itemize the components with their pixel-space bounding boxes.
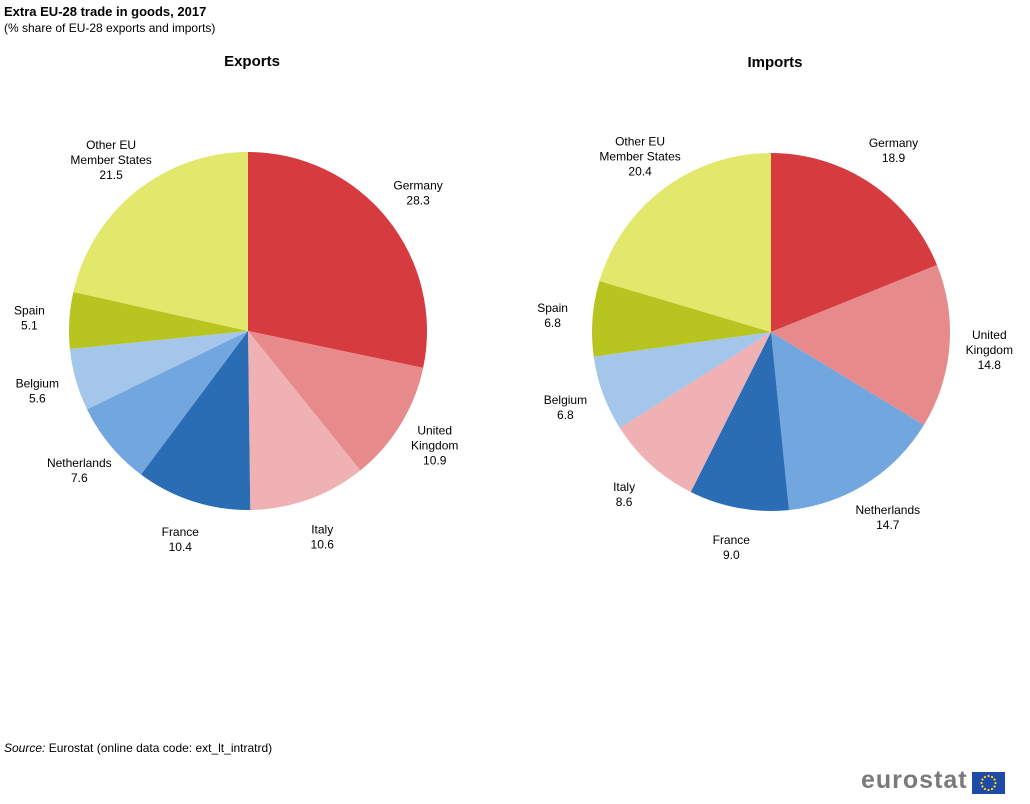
eu-flag-icon	[971, 771, 1005, 794]
exports-label-other-eu-member-states: Other EU Member States 21.5	[70, 138, 151, 182]
source-text: Eurostat (online data code: ext_lt_intra…	[48, 741, 273, 755]
imports-pie: Imports Germany 18.9 United Kingdom 14.8 Nethe…	[537, 54, 1013, 562]
imports-pie-title: Imports	[747, 54, 802, 71]
exports-label-united-kingdom: United Kingdom 10.9	[411, 423, 458, 467]
exports-label-italy: Italy 10.6	[311, 523, 335, 552]
exports-slice-belgium	[69, 331, 249, 410]
imports-slice-italy	[619, 332, 771, 492]
exports-slice-germany	[248, 151, 428, 368]
exports-slice-italy	[248, 331, 361, 510]
exports-label-germany: Germany 28.3	[393, 179, 442, 208]
imports-slice-united-kingdom	[771, 265, 951, 426]
exports-pie-title: Exports	[224, 53, 280, 70]
imports-slice-spain	[592, 280, 771, 357]
imports-label-spain: Spain 6.8	[537, 301, 568, 330]
source-label: Source:	[4, 741, 46, 755]
logo-wordmark: eurostat	[861, 766, 968, 794]
exports-label-belgium: Belgium 5.6	[16, 376, 59, 405]
exports-slice-spain	[68, 291, 248, 349]
imports-slice-netherlands	[771, 332, 924, 511]
imports-label-united-kingdom: United Kingdom 14.8	[966, 328, 1013, 372]
source-note: Source: Eurostat (online data code: ext_…	[4, 741, 272, 755]
exports-label-spain: Spain 5.1	[14, 303, 45, 332]
exports-pie: Exports Germany 28.3 United Kingdom 10.9 Italy…	[14, 53, 458, 554]
chart-title: Extra EU-28 trade in goods, 2017	[4, 4, 207, 19]
eurostat-logo: eurostat	[861, 766, 1005, 795]
exports-slice-united-kingdom	[248, 331, 424, 471]
exports-slice-other-eu-member-states	[73, 152, 248, 331]
exports-label-france: France 10.4	[162, 525, 200, 554]
chart-subtitle: (% share of EU-28 exports and imports)	[4, 21, 216, 35]
pie-charts: Exports Germany 28.3 United Kingdom 10.9 Italy…	[14, 53, 1013, 562]
imports-label-italy: Italy 8.6	[613, 480, 635, 509]
imports-label-france: France 9.0	[713, 533, 751, 562]
imports-slice-other-eu-member-states	[599, 152, 771, 332]
imports-label-netherlands: Netherlands 14.7	[855, 503, 920, 532]
imports-label-belgium: Belgium 6.8	[544, 393, 587, 422]
imports-label-other-eu-member-states: Other EU Member States 20.4	[599, 135, 680, 179]
imports-label-germany: Germany 18.9	[869, 136, 918, 165]
exports-slice-france	[140, 331, 251, 511]
imports-slice-belgium	[593, 332, 771, 428]
imports-slice-germany	[771, 153, 938, 332]
exports-slice-netherlands	[87, 331, 248, 475]
exports-label-netherlands: Netherlands 7.6	[47, 456, 112, 485]
imports-slice-france	[690, 332, 789, 512]
